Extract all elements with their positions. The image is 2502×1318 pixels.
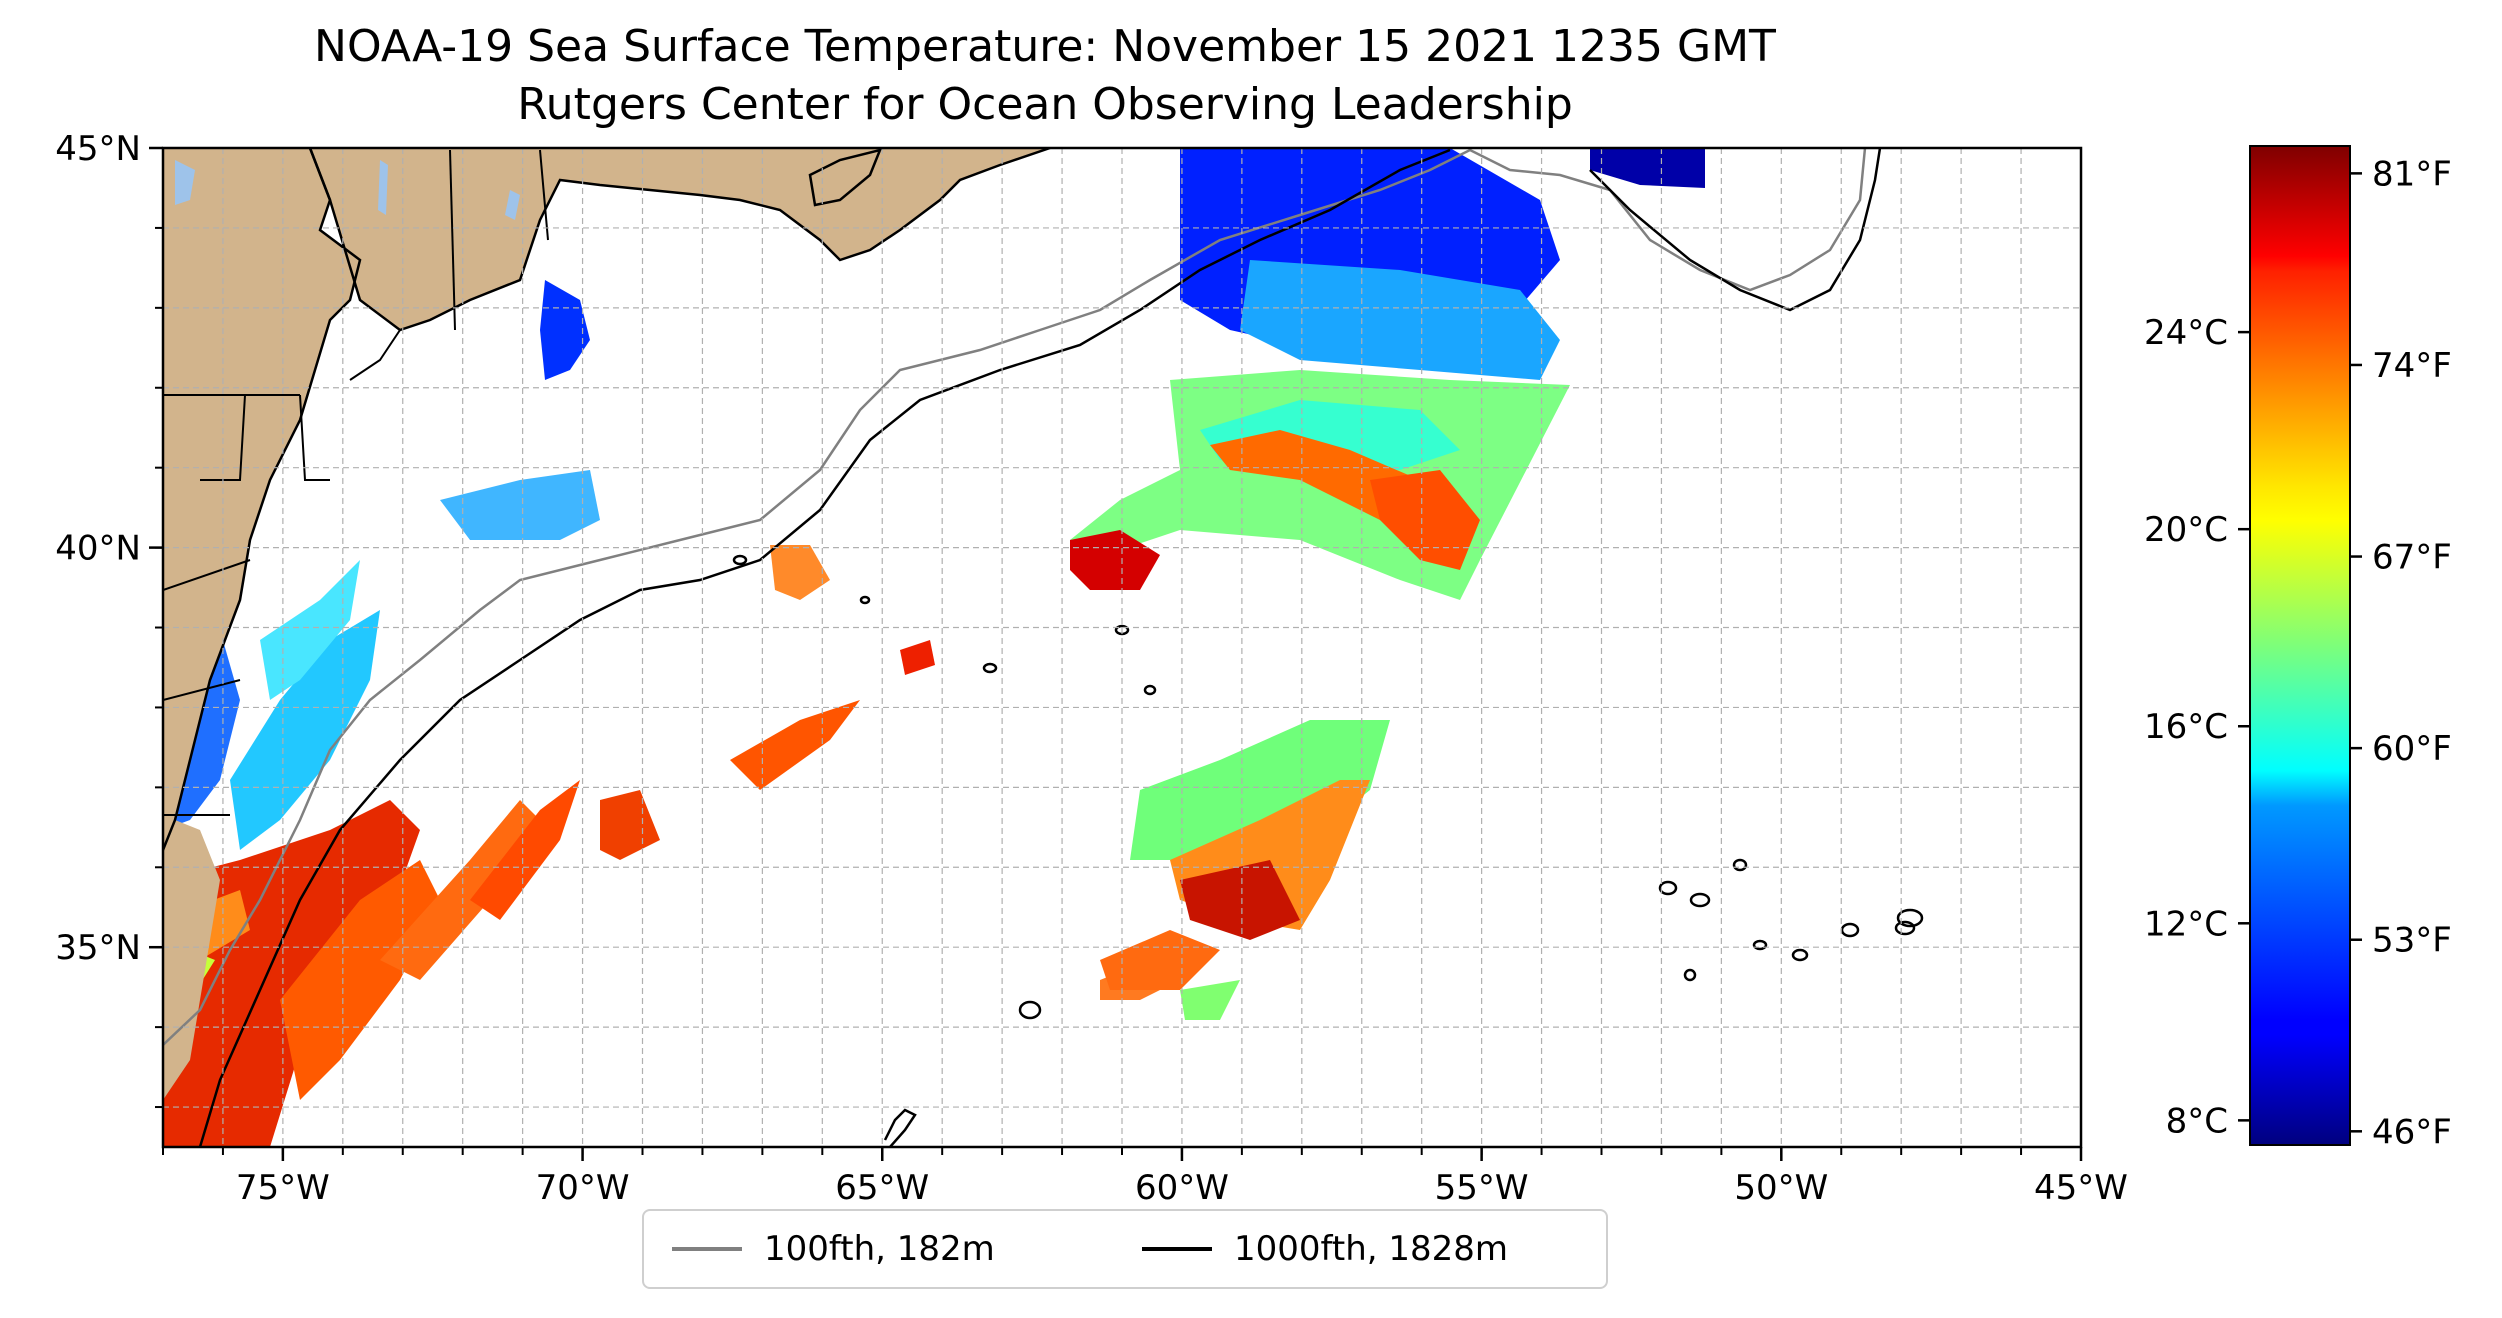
y-tick-label: 35°N xyxy=(55,928,141,968)
isobath-100fth xyxy=(163,148,1867,1046)
colorbar xyxy=(2249,145,2351,1146)
colorbar-c-label: 8°C xyxy=(2166,1101,2228,1141)
legend-swatch-100fth xyxy=(672,1247,742,1251)
colorbar-f-label: 67°F xyxy=(2372,538,2452,578)
y-tick-label: 45°N xyxy=(55,129,141,169)
colorbar-c-label: 12°C xyxy=(2144,904,2228,944)
y-tick-label: 40°N xyxy=(55,529,141,569)
colorbar-f-label: 60°F xyxy=(2372,729,2452,769)
x-tick-label: 50°W xyxy=(1734,1168,1828,1208)
map-axes: 75°W 70°W 65°W 60°W 55°W 50°W 45°W 45°N 40°N 35°N xyxy=(55,129,2128,1208)
x-tick-label: 70°W xyxy=(536,1168,630,1208)
x-tick-label: 55°W xyxy=(1435,1168,1529,1208)
legend: 100fth, 182m 1000fth, 1828m xyxy=(642,1209,1608,1289)
legend-item-100fth: 100fth, 182m xyxy=(672,1211,995,1287)
colorbar-f-label: 46°F xyxy=(2372,1112,2452,1152)
colorbar-f-label: 53°F xyxy=(2372,921,2452,961)
legend-label-100fth: 100fth, 182m xyxy=(764,1229,995,1269)
legend-label-1000fth: 1000fth, 1828m xyxy=(1234,1229,1509,1269)
colorbar-f-label: 81°F xyxy=(2372,154,2452,194)
colorbar-c-label: 24°C xyxy=(2144,313,2228,353)
colorbar-f-label: 74°F xyxy=(2372,346,2452,386)
legend-swatch-1000fth xyxy=(1142,1247,1212,1251)
x-tick-label: 60°W xyxy=(1135,1168,1229,1208)
state-borders xyxy=(163,149,549,816)
x-tick-label: 45°W xyxy=(2034,1168,2128,1208)
colorbar-c-label: 20°C xyxy=(2144,510,2228,550)
x-tick-label: 75°W xyxy=(236,1168,330,1208)
chart-title: NOAA-19 Sea Surface Temperature: Novembe… xyxy=(314,21,1776,72)
map-area xyxy=(163,148,2081,1147)
isobath-1000fth xyxy=(198,148,1451,1147)
legend-item-1000fth: 1000fth, 1828m xyxy=(1142,1211,1508,1287)
coastlines xyxy=(163,148,1924,1147)
isobath-1000fth-grand-banks xyxy=(1589,148,1882,312)
colorbar-c-label: 16°C xyxy=(2144,707,2228,747)
x-tick-label: 65°W xyxy=(835,1168,929,1208)
land xyxy=(163,148,1050,1100)
lakes xyxy=(175,160,520,220)
colorbar-axes: 81°F 74°F 67°F 60°F 53°F 46°F 24°C 20°C 16°C 12°C… xyxy=(2144,154,2452,1152)
chart-subtitle: Rutgers Center for Ocean Observing Leade… xyxy=(517,79,1573,130)
